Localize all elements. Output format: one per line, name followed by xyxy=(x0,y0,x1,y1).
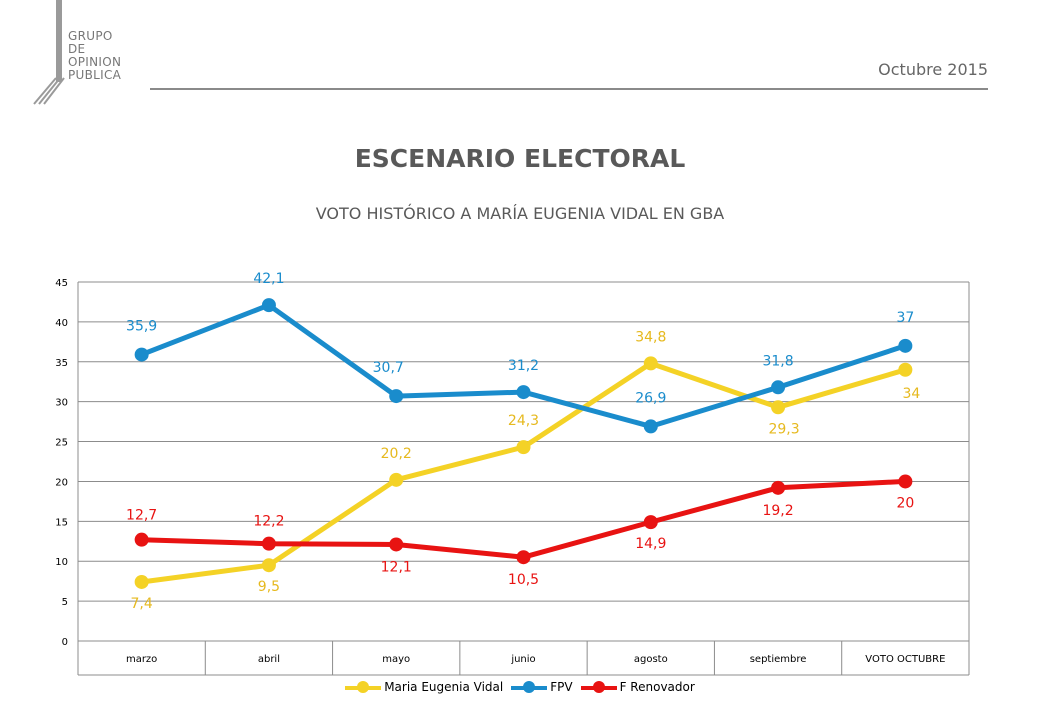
line-chart: 0 5 10 15 20 25 30 35 40 45 marzo abril mayo junio ago… xyxy=(55,271,970,676)
data-label: 24,3 xyxy=(508,413,539,429)
logo-line: DE xyxy=(68,42,86,56)
y-tick-label: 10 xyxy=(55,557,68,568)
data-label: 19,2 xyxy=(762,503,793,519)
chart-subtitle: VOTO HISTÓRICO A MARÍA EUGENIA VIDAL EN … xyxy=(315,204,725,223)
x-tick-label: abril xyxy=(258,654,280,665)
legend-item-renovador: F Renovador xyxy=(580,680,695,694)
logo-line: PUBLICA xyxy=(68,68,122,82)
data-point xyxy=(771,480,786,495)
data-point xyxy=(898,362,913,377)
data-label: 20,2 xyxy=(381,446,412,462)
legend-label: FPV xyxy=(550,680,573,694)
data-point xyxy=(643,515,658,530)
data-label: 30,7 xyxy=(373,360,404,376)
y-tick-label: 30 xyxy=(55,398,68,409)
legend-marker-icon xyxy=(511,681,548,693)
data-label: 34,8 xyxy=(635,329,666,345)
data-point xyxy=(389,389,404,404)
x-tick-label: septiembre xyxy=(750,654,807,665)
data-label: 35,9 xyxy=(126,319,157,335)
data-point xyxy=(771,400,786,415)
legend-marker-icon xyxy=(580,681,617,693)
legend-label: F Renovador xyxy=(619,680,695,694)
data-point xyxy=(389,472,404,487)
data-point xyxy=(516,440,531,455)
data-label: 12,7 xyxy=(126,508,157,524)
y-tick-label: 25 xyxy=(55,438,68,449)
y-tick-label: 20 xyxy=(55,477,68,488)
x-tick-label: mayo xyxy=(382,654,410,665)
y-tick-label: 35 xyxy=(55,358,68,369)
data-label: 14,9 xyxy=(635,536,666,552)
data-label: 7,4 xyxy=(131,596,153,612)
data-label: 31,2 xyxy=(508,358,539,374)
logo-line: OPINION xyxy=(68,55,122,69)
logo-text: GRUPO DE OPINION PUBLICA xyxy=(68,30,121,82)
data-label: 9,5 xyxy=(258,579,280,595)
report-date: Octubre 2015 xyxy=(878,60,988,79)
legend-item-vidal: Maria Eugenia Vidal xyxy=(345,680,503,694)
data-label: 20 xyxy=(896,495,914,511)
data-point xyxy=(389,537,404,552)
data-point xyxy=(643,419,658,434)
data-point xyxy=(134,574,149,589)
data-label: 29,3 xyxy=(768,421,799,437)
x-tick-label: VOTO OCTUBRE xyxy=(865,654,945,665)
data-point xyxy=(134,532,149,547)
data-point xyxy=(134,347,149,362)
x-tick-label: agosto xyxy=(634,654,668,665)
data-point xyxy=(516,385,531,400)
data-point xyxy=(898,474,913,489)
logo-line: GRUPO xyxy=(68,29,113,43)
chart-legend: Maria Eugenia Vidal FPV F Renovador xyxy=(0,680,1040,694)
data-label: 12,2 xyxy=(253,514,284,530)
y-tick-label: 15 xyxy=(55,517,68,528)
legend-marker-icon xyxy=(345,681,382,693)
data-label: 31,8 xyxy=(762,353,793,369)
data-label: 37 xyxy=(896,310,914,326)
y-tick-label: 40 xyxy=(55,318,68,329)
data-point xyxy=(771,380,786,395)
chart-title: ESCENARIO ELECTORAL xyxy=(354,144,686,173)
data-point xyxy=(898,338,913,353)
legend-label: Maria Eugenia Vidal xyxy=(384,680,504,694)
x-tick-label: junio xyxy=(510,654,535,665)
logo-mark xyxy=(33,0,65,105)
data-point xyxy=(643,356,658,371)
y-tick-label: 0 xyxy=(62,637,68,648)
data-point xyxy=(261,558,276,573)
data-label: 10,5 xyxy=(508,572,539,588)
data-point xyxy=(516,550,531,565)
data-label: 26,9 xyxy=(635,390,666,406)
data-point xyxy=(261,298,276,313)
data-label: 42,1 xyxy=(253,271,284,287)
header-divider xyxy=(150,88,988,90)
y-tick-label: 45 xyxy=(55,278,68,289)
y-tick-label: 5 xyxy=(62,597,68,608)
x-tick-label: marzo xyxy=(126,654,157,665)
data-label: 34 xyxy=(902,386,920,402)
data-label: 12,1 xyxy=(381,559,412,575)
data-point xyxy=(261,536,276,551)
legend-item-fpv: FPV xyxy=(511,680,573,694)
